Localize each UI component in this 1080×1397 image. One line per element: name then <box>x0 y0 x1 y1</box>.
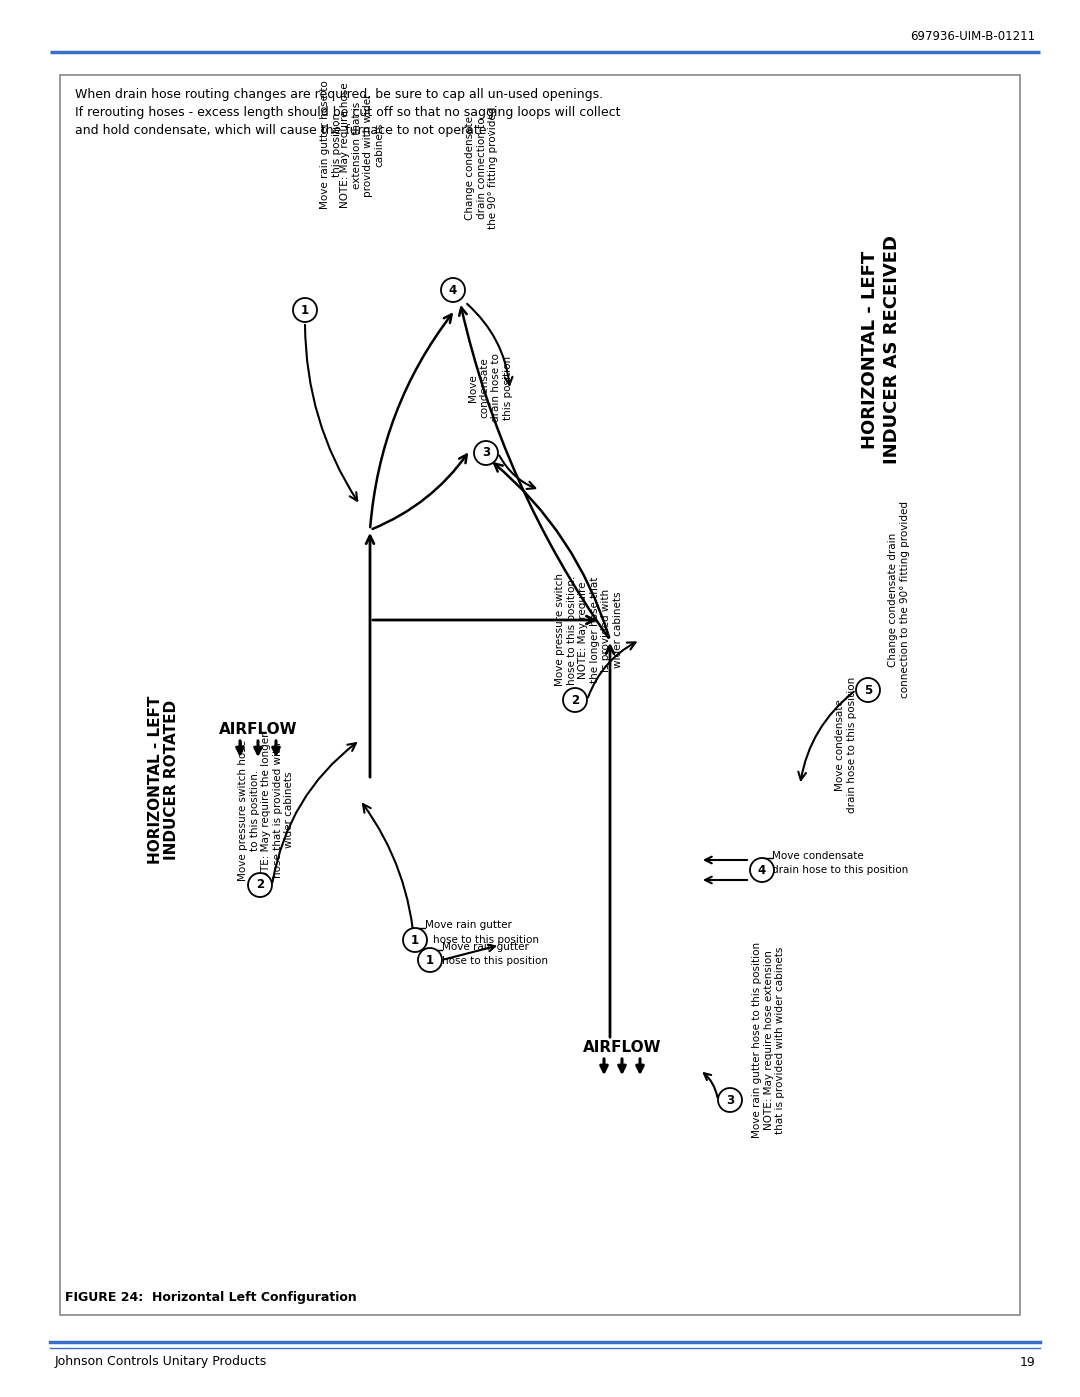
Text: Move pressure switch hose
to this position.
NOTE: May require the longer
hose th: Move pressure switch hose to this positi… <box>238 733 295 887</box>
Circle shape <box>856 678 880 703</box>
Text: 19: 19 <box>1020 1355 1035 1369</box>
Text: INDUCER ROTATED: INDUCER ROTATED <box>164 700 179 861</box>
Text: drain hose to this position: drain hose to this position <box>772 865 908 875</box>
Text: AIRFLOW: AIRFLOW <box>219 722 297 738</box>
Text: When drain hose routing changes are required, be sure to cap all un-used opening: When drain hose routing changes are requ… <box>75 88 603 101</box>
Text: 2: 2 <box>256 879 265 891</box>
Text: 3: 3 <box>482 447 490 460</box>
Text: Move condensate: Move condensate <box>772 851 864 861</box>
Circle shape <box>474 441 498 465</box>
Text: Move rain gutter hose to
this position: Move rain gutter hose to this position <box>320 81 341 210</box>
Circle shape <box>441 278 465 302</box>
Text: 4: 4 <box>758 863 766 876</box>
Text: Johnson Controls Unitary Products: Johnson Controls Unitary Products <box>55 1355 267 1369</box>
Text: FIGURE 24:  Horizontal Left Configuration: FIGURE 24: Horizontal Left Configuration <box>65 1291 356 1305</box>
Text: 5: 5 <box>864 683 873 697</box>
Circle shape <box>248 873 272 897</box>
Text: hose to this position: hose to this position <box>433 935 539 944</box>
Text: 697936-UIM-B-01211: 697936-UIM-B-01211 <box>909 29 1035 42</box>
Circle shape <box>418 949 442 972</box>
Text: Change condensate
drain connection to
the 90° fitting provided: Change condensate drain connection to th… <box>465 106 498 229</box>
Text: HORIZONTAL - LEFT: HORIZONTAL - LEFT <box>861 251 879 448</box>
Text: 1: 1 <box>301 303 309 317</box>
Text: AIRFLOW: AIRFLOW <box>583 1041 661 1056</box>
Text: 4: 4 <box>449 284 457 296</box>
Text: Move
condensate
drain hose to
this position: Move condensate drain hose to this posit… <box>468 353 513 422</box>
Text: If rerouting hoses - excess length should be cut off so that no sagging loops wi: If rerouting hoses - excess length shoul… <box>75 106 621 119</box>
Circle shape <box>403 928 427 951</box>
Circle shape <box>750 858 774 882</box>
Bar <box>60 75 1020 1315</box>
Text: Move rain gutter: Move rain gutter <box>426 921 512 930</box>
Text: INDUCER AS RECEIVED: INDUCER AS RECEIVED <box>883 236 901 464</box>
Text: 3: 3 <box>726 1094 734 1106</box>
Text: 1: 1 <box>410 933 419 947</box>
Text: Change condensate drain
connection to the 90° fitting provided: Change condensate drain connection to th… <box>888 502 909 698</box>
Text: Move condensate
drain hose to this position: Move condensate drain hose to this posit… <box>835 678 856 813</box>
Circle shape <box>293 298 318 321</box>
Text: Move pressure switch
hose to this position.
NOTE: May require
the longer hose th: Move pressure switch hose to this positi… <box>555 574 623 686</box>
Text: 1: 1 <box>426 954 434 967</box>
Circle shape <box>563 687 588 712</box>
Text: 2: 2 <box>571 693 579 707</box>
Text: hose to this position: hose to this position <box>442 956 548 965</box>
Text: Move rain gutter hose to this position
NOTE: May require hose extension
that is : Move rain gutter hose to this position N… <box>752 942 785 1139</box>
Text: NOTE: May require hose
extension that is
provided with wider
cabinets: NOTE: May require hose extension that is… <box>340 82 384 208</box>
Text: and hold condensate, which will cause the furnace to not operate.: and hold condensate, which will cause th… <box>75 124 490 137</box>
Text: HORIZONTAL - LEFT: HORIZONTAL - LEFT <box>148 696 162 865</box>
Text: Move rain gutter: Move rain gutter <box>442 942 529 951</box>
Circle shape <box>718 1088 742 1112</box>
